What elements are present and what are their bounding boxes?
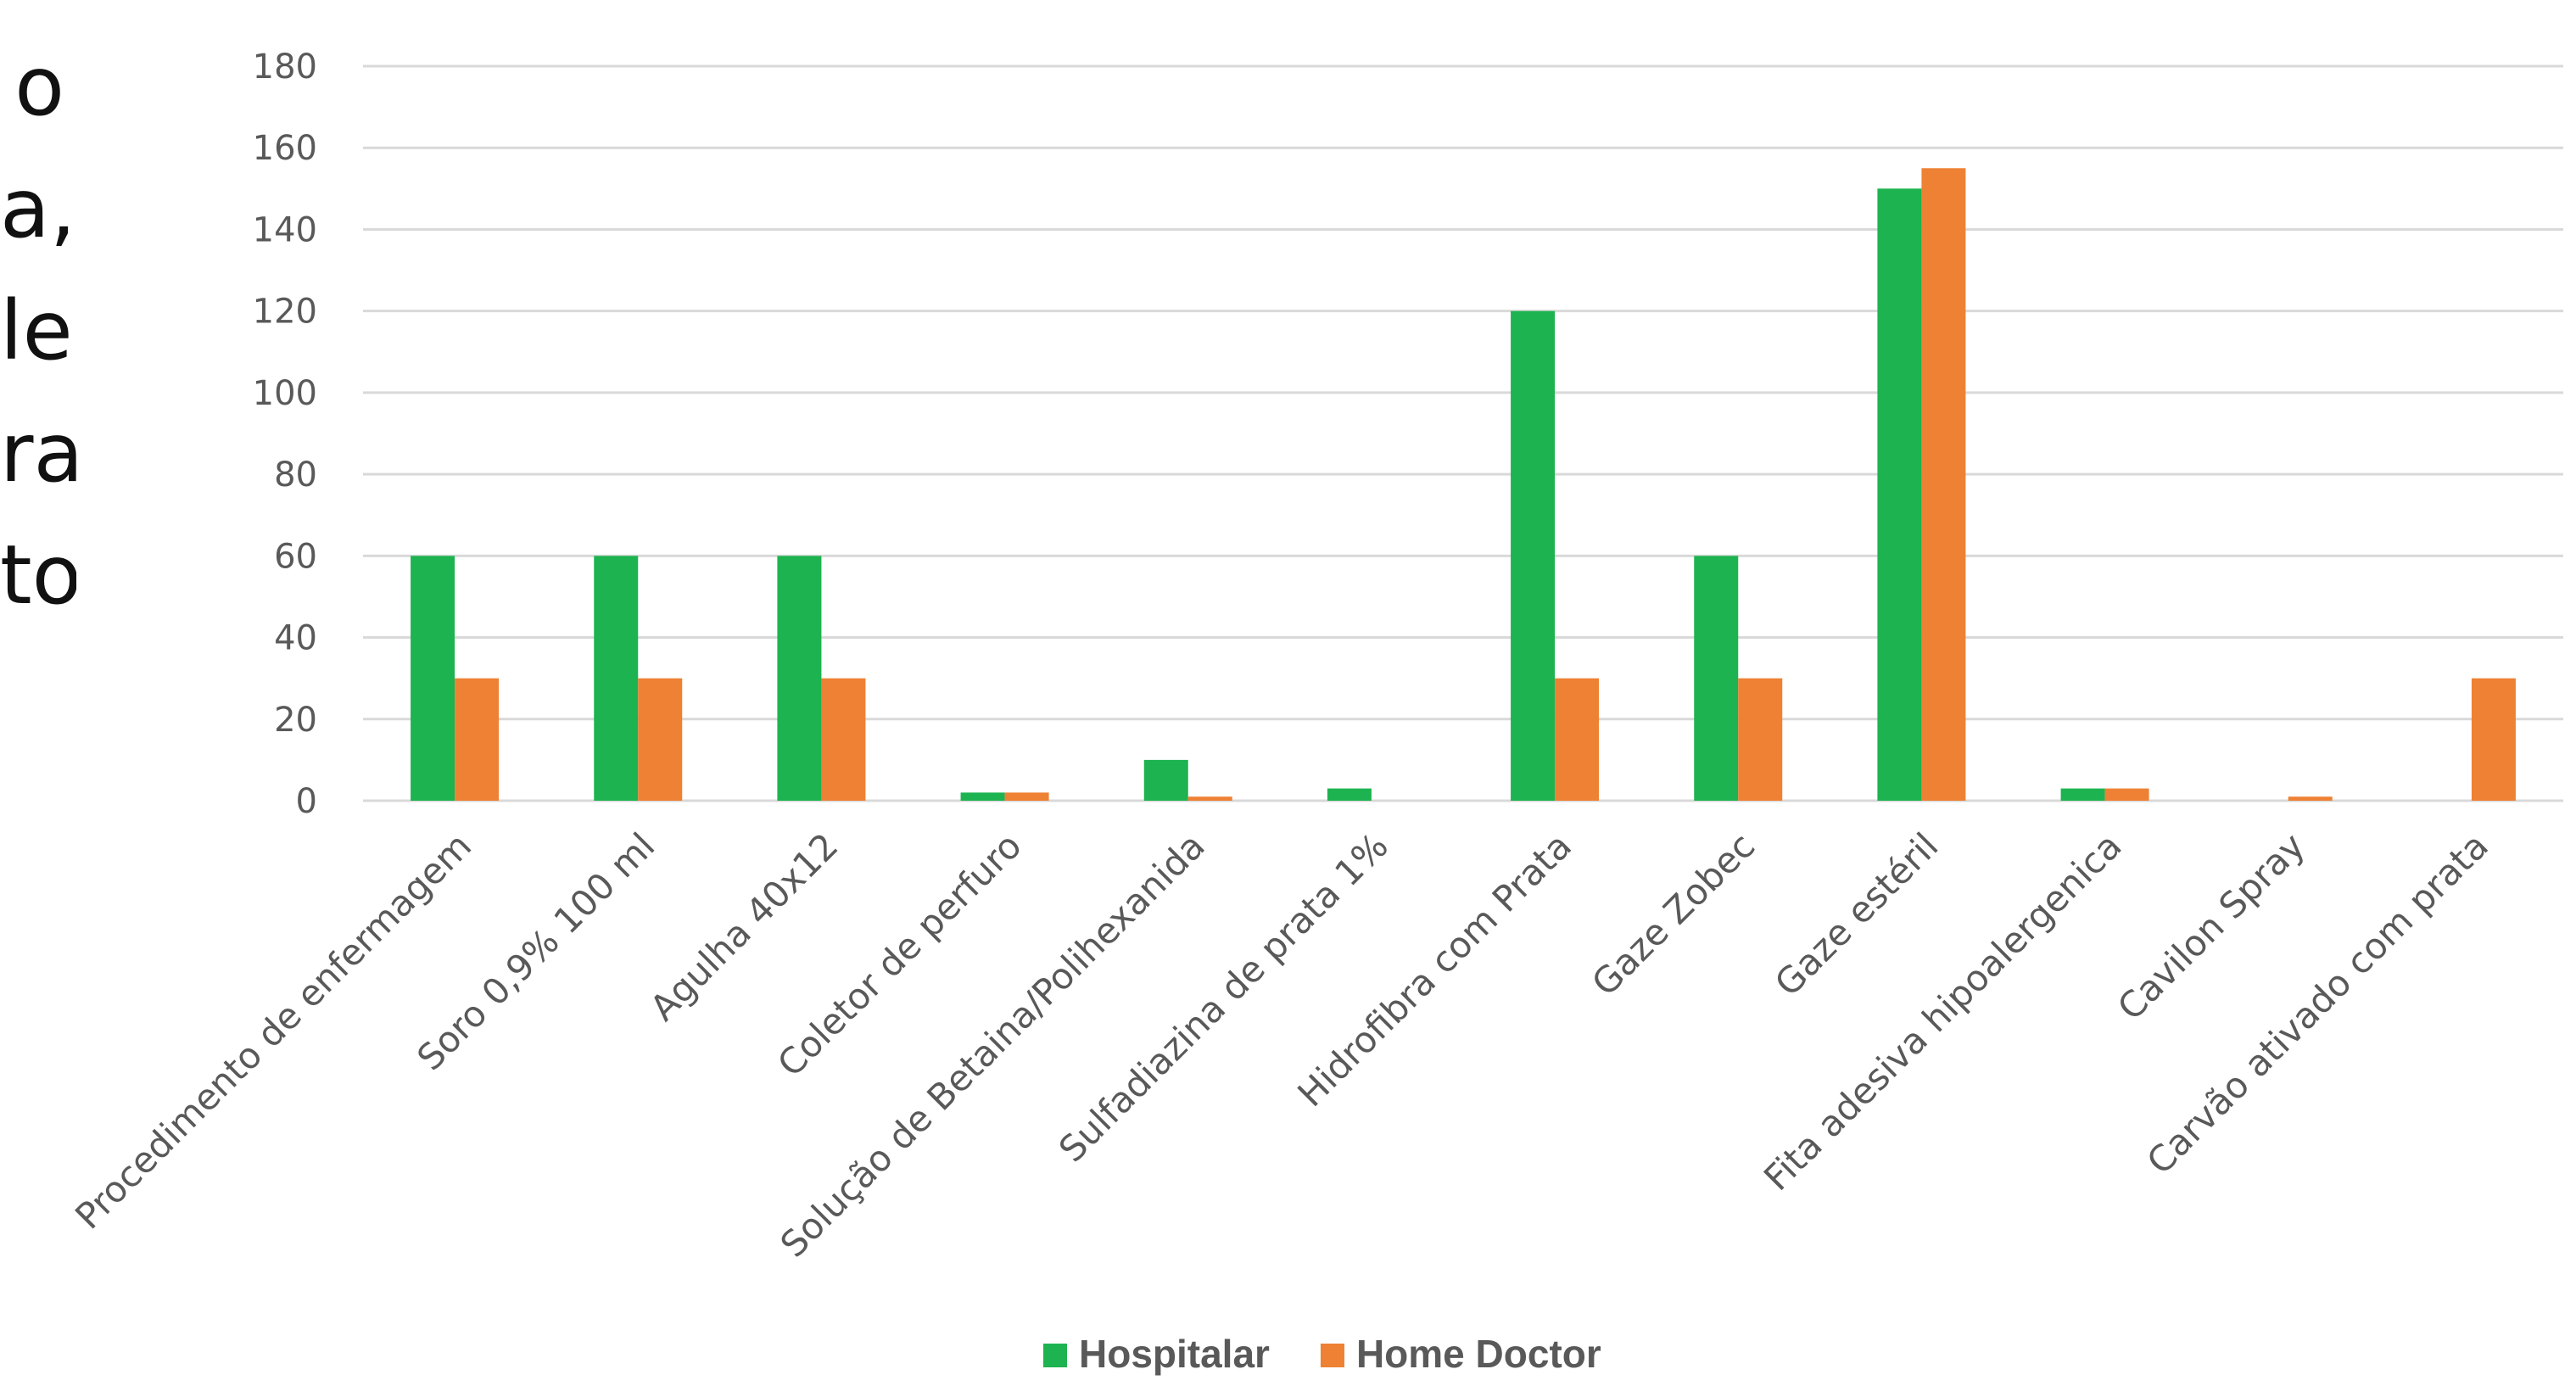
bar-home-doctor xyxy=(2288,796,2333,801)
category-label: Cavilon Spray xyxy=(2109,824,2313,1028)
bar-home-doctor xyxy=(2471,678,2516,801)
cropped-side-text: o a, le ra to xyxy=(0,25,76,636)
bar-hospitalar xyxy=(1511,310,1556,802)
y-tick-label: 40 xyxy=(274,619,317,658)
bar-home-doctor xyxy=(638,678,683,801)
bar-home-doctor xyxy=(1921,168,1966,801)
bars xyxy=(411,168,2516,802)
legend-swatch xyxy=(1320,1344,1344,1367)
bar-home-doctor xyxy=(455,678,500,801)
legend-label: Home Doctor xyxy=(1356,1332,1601,1376)
y-tick-label: 100 xyxy=(253,374,317,413)
y-tick-label: 180 xyxy=(253,48,317,87)
category-label: Sulfadiazina de prata 1% xyxy=(1051,824,1396,1170)
bar-hospitalar xyxy=(2060,788,2105,801)
y-tick-label: 0 xyxy=(296,782,317,821)
bar-home-doctor xyxy=(1738,678,1783,801)
category-label: Gaze Zobec xyxy=(1584,824,1763,1003)
y-tick-label: 140 xyxy=(253,210,317,249)
y-tick-label: 80 xyxy=(274,455,317,495)
bar-hospitalar xyxy=(1694,556,1739,801)
side-text-line: to xyxy=(0,528,76,623)
category-label: Procedimento de enfermagem xyxy=(67,824,479,1237)
gridlines xyxy=(363,64,2563,802)
y-tick-label: 60 xyxy=(274,537,317,576)
bar-hospitalar xyxy=(411,556,455,801)
side-text-line: a, xyxy=(0,161,76,256)
bar-hospitalar xyxy=(777,556,822,801)
legend: Hospitalar Home Doctor xyxy=(1043,1332,1601,1376)
legend-swatch xyxy=(1043,1344,1067,1367)
bar-hospitalar xyxy=(960,792,1005,801)
y-tick-label: 20 xyxy=(274,701,317,740)
bar-hospitalar xyxy=(594,556,639,801)
legend-label: Hospitalar xyxy=(1079,1332,1270,1376)
y-tick-label: 120 xyxy=(253,293,317,332)
y-tick-label: 160 xyxy=(253,129,317,168)
side-text-line: o xyxy=(14,39,64,134)
bar-home-doctor xyxy=(1187,796,1232,801)
bar-hospitalar xyxy=(1143,759,1188,801)
bar-home-doctor xyxy=(1555,678,1600,801)
category-label: Agulha 40x12 xyxy=(642,824,847,1029)
category-label: Carvão ativado com prata xyxy=(2138,824,2495,1182)
category-label: Fita adesiva hipoalergenica xyxy=(1756,824,2130,1199)
y-axis-tick-labels: 0 20 40 60 80 100 120 140 160 180 xyxy=(253,48,317,821)
side-text-line: ra xyxy=(0,405,76,500)
bar-hospitalar xyxy=(1327,788,1372,801)
category-label: Gaze estéril xyxy=(1767,824,1947,1004)
bar-home-doctor xyxy=(2104,788,2149,801)
side-text-line: le xyxy=(0,283,73,378)
bar-home-doctor xyxy=(1004,792,1049,801)
bar-hospitalar xyxy=(1877,188,1922,802)
bar-home-doctor xyxy=(821,678,866,801)
